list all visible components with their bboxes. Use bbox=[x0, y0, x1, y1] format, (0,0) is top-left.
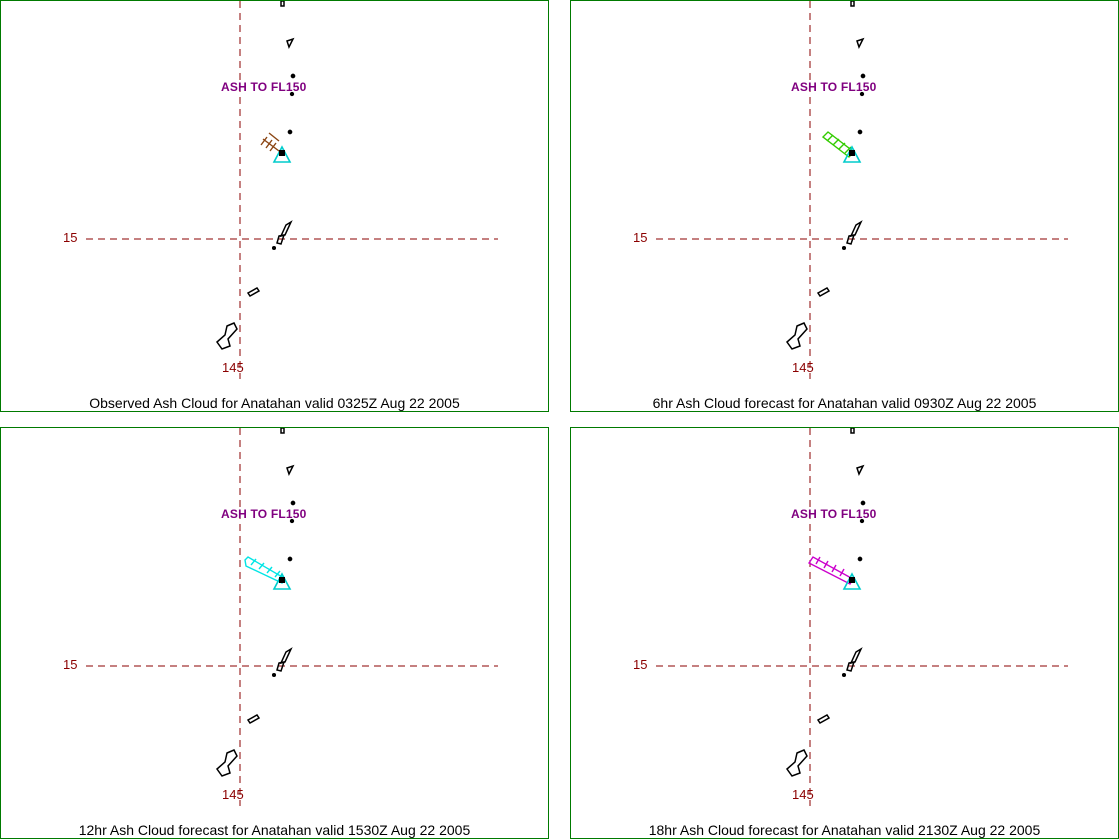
island-farallon bbox=[850, 1, 855, 7]
longitude-label: 145 bbox=[792, 360, 814, 375]
island-guam bbox=[785, 749, 808, 777]
island-tinian bbox=[276, 234, 286, 245]
islands bbox=[215, 1, 296, 350]
island-rota bbox=[816, 287, 831, 297]
island-rota bbox=[246, 287, 261, 297]
panel-caption: 6hr Ash Cloud forecast for Anatahan vali… bbox=[652, 395, 1037, 411]
map-canvas bbox=[86, 428, 498, 806]
panel-caption: 12hr Ash Cloud forecast for Anatahan val… bbox=[78, 822, 471, 838]
grid-lines bbox=[86, 1, 498, 379]
islands bbox=[215, 428, 296, 777]
island-saipan bbox=[849, 220, 863, 238]
island-saipan bbox=[279, 647, 293, 665]
island-rota bbox=[816, 714, 831, 724]
islands bbox=[785, 428, 866, 777]
island-pagan bbox=[857, 129, 863, 135]
latitude-label: 15 bbox=[633, 657, 648, 672]
island-tinian bbox=[846, 661, 856, 672]
island-guam bbox=[215, 749, 238, 777]
island-agrihan bbox=[859, 91, 865, 97]
grid-lines bbox=[86, 428, 498, 806]
ash-plume bbox=[807, 556, 854, 585]
map-panel-18hr: ASH TO FL150 15 145 18hr Ash Cloud forec… bbox=[570, 427, 1119, 839]
island-maug bbox=[856, 37, 865, 49]
ash-plume bbox=[244, 556, 285, 584]
island-pagan bbox=[287, 556, 293, 562]
island-rota bbox=[246, 714, 261, 724]
island-farallon bbox=[850, 428, 855, 434]
island-guam bbox=[215, 322, 238, 350]
island-asuncion bbox=[860, 500, 866, 506]
island-aguijan bbox=[841, 245, 847, 251]
ash-height-label: ASH TO FL150 bbox=[791, 80, 877, 94]
map-panel-6hr: ASH TO FL150 15 145 6hr Ash Cloud foreca… bbox=[570, 0, 1119, 412]
volcano-anatahan-icon bbox=[842, 145, 862, 163]
map-panel-12hr: ASH TO FL150 15 145 12hr Ash Cloud forec… bbox=[0, 427, 549, 839]
island-agrihan bbox=[289, 91, 295, 97]
island-farallon bbox=[280, 428, 285, 434]
island-agrihan bbox=[289, 518, 295, 524]
longitude-label: 145 bbox=[792, 787, 814, 802]
island-aguijan bbox=[271, 672, 277, 678]
volcano-anatahan-icon bbox=[272, 572, 292, 590]
ash-height-label: ASH TO FL150 bbox=[221, 507, 307, 521]
panel-caption: Observed Ash Cloud for Anatahan valid 03… bbox=[89, 395, 460, 411]
panel-caption: 18hr Ash Cloud forecast for Anatahan val… bbox=[648, 822, 1041, 838]
map-canvas bbox=[656, 1, 1068, 379]
island-maug bbox=[286, 464, 295, 476]
island-pagan bbox=[857, 556, 863, 562]
island-maug bbox=[856, 464, 865, 476]
island-saipan bbox=[279, 220, 293, 238]
island-asuncion bbox=[290, 73, 296, 79]
grid-lines bbox=[656, 1, 1068, 379]
island-aguijan bbox=[271, 245, 277, 251]
island-tinian bbox=[846, 234, 856, 245]
island-saipan bbox=[849, 647, 863, 665]
longitude-label: 145 bbox=[222, 360, 244, 375]
island-farallon bbox=[280, 1, 285, 7]
map-canvas bbox=[86, 1, 498, 379]
longitude-label: 145 bbox=[222, 787, 244, 802]
volcano-anatahan-icon bbox=[272, 145, 292, 163]
map-canvas bbox=[656, 428, 1068, 806]
latitude-label: 15 bbox=[63, 657, 78, 672]
island-asuncion bbox=[290, 500, 296, 506]
island-asuncion bbox=[860, 73, 866, 79]
island-tinian bbox=[276, 661, 286, 672]
map-panel-observed: ASH TO FL150 15 145 Observed Ash Cloud f… bbox=[0, 0, 549, 412]
island-maug bbox=[286, 37, 295, 49]
island-pagan bbox=[287, 129, 293, 135]
ash-height-label: ASH TO FL150 bbox=[221, 80, 307, 94]
grid-lines bbox=[656, 428, 1068, 806]
latitude-label: 15 bbox=[63, 230, 78, 245]
island-aguijan bbox=[841, 672, 847, 678]
island-guam bbox=[785, 322, 808, 350]
volcano-anatahan-icon bbox=[842, 572, 862, 590]
island-agrihan bbox=[859, 518, 865, 524]
ash-height-label: ASH TO FL150 bbox=[791, 507, 877, 521]
latitude-label: 15 bbox=[633, 230, 648, 245]
islands bbox=[785, 1, 866, 350]
